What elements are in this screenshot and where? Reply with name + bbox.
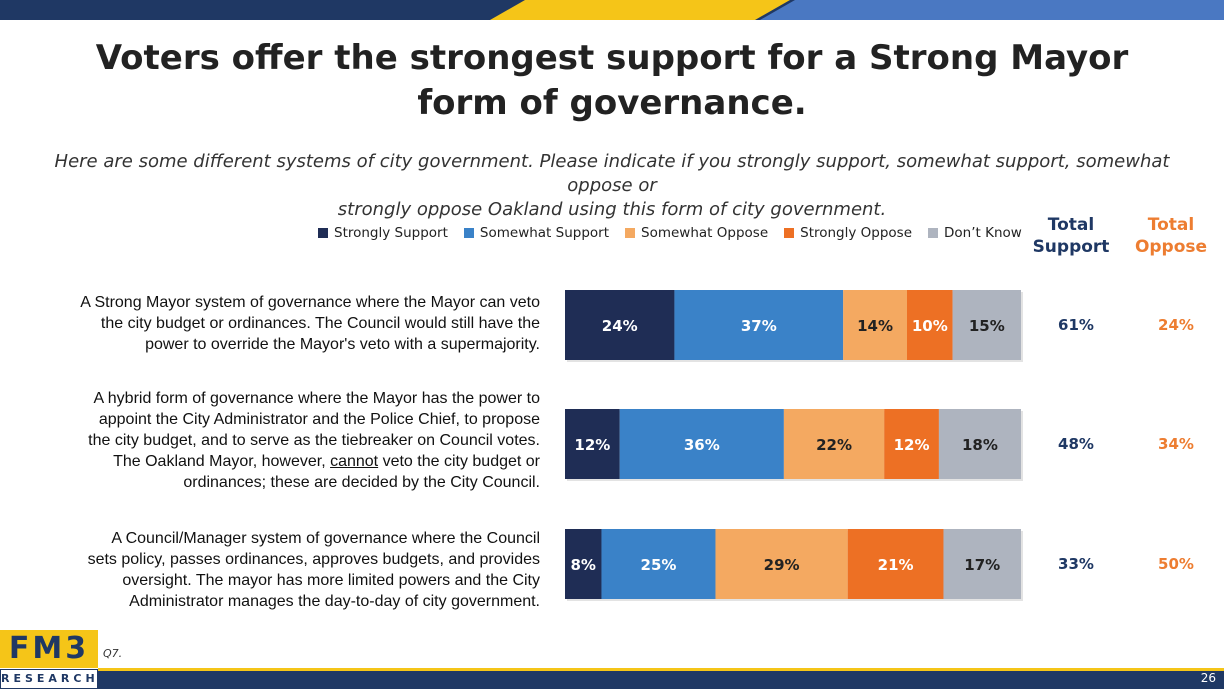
top-banner — [0, 0, 1224, 20]
legend-label: Somewhat Support — [479, 225, 610, 241]
legend-label: Strongly Oppose — [800, 225, 913, 241]
row-label-line: the city budget or ordinances. The Counc… — [100, 315, 540, 332]
bar-segment — [884, 409, 939, 479]
row-label-line: power to override the Mayor's veto with … — [145, 336, 540, 353]
row-label-line: A hybrid form of governance where the Ma… — [93, 390, 540, 407]
question-text-line2: strongly oppose Oakland using this form … — [337, 199, 887, 220]
total-support-header: Total Support — [1016, 214, 1126, 258]
bar-data-label: 25% — [641, 556, 677, 574]
bar-data-label: 14% — [857, 317, 893, 335]
bar-segment — [847, 529, 944, 599]
bar-data-label: 18% — [962, 436, 998, 454]
total-support-header-line1: Total — [1047, 215, 1095, 235]
total-oppose-header-line2: Oppose — [1134, 237, 1208, 257]
bar-data-label: 29% — [764, 556, 800, 574]
row-label-line: oversight. The mayor has more limited po… — [122, 572, 540, 589]
row-label-line: the city budget, and to serve as the tie… — [88, 432, 540, 449]
bar-segment — [952, 290, 1021, 360]
total-oppose-value: 50% — [1158, 555, 1194, 573]
question-reference: Q7. — [103, 647, 123, 660]
bar-segment — [715, 529, 848, 599]
page-title-line2: form of governance. — [417, 83, 807, 123]
bar-data-label: 21% — [878, 556, 914, 574]
bar-data-label: 12% — [574, 436, 610, 454]
page-title-line1: Voters offer the strongest support for a… — [95, 38, 1129, 78]
bar-segment — [601, 529, 716, 599]
bar-data-label: 17% — [964, 556, 1000, 574]
logo-wordmark: FM3 — [0, 630, 98, 668]
legend-label: Strongly Support — [334, 225, 448, 241]
row-label-line: ordinances; these are decided by the Cit… — [183, 474, 540, 491]
total-oppose-value: 24% — [1158, 316, 1194, 334]
bar-data-label: 12% — [894, 436, 930, 454]
row-label-line: A Strong Mayor system of governance wher… — [80, 294, 540, 311]
row-label-line: Administrator manages the day-to-day of … — [129, 593, 540, 610]
question-text-line1: Here are some different systems of city … — [54, 151, 1170, 196]
legend-swatch — [625, 228, 636, 238]
legend-item-somewhat-oppose: Somewhat Oppose — [625, 225, 768, 241]
row-label-line-underline: The Oakland Mayor, however, cannot veto … — [113, 453, 540, 470]
bar-data-label: 37% — [741, 317, 777, 335]
legend-item-somewhat-support: Somewhat Support — [463, 225, 610, 241]
legend-item-strongly-oppose: Strongly Oppose — [784, 225, 912, 241]
bottom-banner — [98, 668, 1224, 689]
bar-segment — [783, 409, 885, 479]
row-label-line: sets policy, passes ordinances, approves… — [87, 551, 540, 568]
bar-segment — [565, 290, 675, 360]
chart-legend: Strongly Support Somewhat Support Somewh… — [318, 225, 1022, 241]
bar-data-label: 10% — [912, 317, 948, 335]
row-label-council-manager: A Council/Manager system of governance w… — [20, 528, 540, 612]
page-number: 26 — [1200, 671, 1216, 685]
page-title: Voters offer the strongest support for a… — [60, 36, 1164, 126]
total-support-header-line2: Support — [1032, 237, 1110, 257]
bar-segment — [565, 409, 620, 479]
row-label-strong-mayor: A Strong Mayor system of governance wher… — [20, 292, 540, 355]
bar-segment — [674, 290, 844, 360]
row-label-line: A Council/Manager system of governance w… — [111, 530, 540, 547]
legend-swatch — [463, 228, 474, 238]
row-label-line: appoint the City Administrator and the P… — [98, 411, 540, 428]
question-text: Here are some different systems of city … — [20, 150, 1204, 222]
bar-data-label: 8% — [571, 556, 596, 574]
bar-segment — [943, 529, 1021, 599]
bar-data-label: 24% — [602, 317, 638, 335]
total-support-value: 33% — [1058, 555, 1094, 573]
bar-segment — [565, 529, 602, 599]
total-support-value: 48% — [1058, 435, 1094, 453]
bar-segment — [907, 290, 953, 360]
legend-swatch — [928, 228, 939, 238]
total-oppose-header-line1: Total — [1147, 215, 1195, 235]
bar-segment — [843, 290, 907, 360]
bar-segment — [619, 409, 784, 479]
bar-data-label: 36% — [684, 436, 720, 454]
legend-item-dont-know: Don’t Know — [928, 225, 1022, 241]
logo-subtext: RESEARCH — [0, 669, 98, 689]
total-support-value: 61% — [1058, 316, 1094, 334]
bar-data-label: 22% — [816, 436, 852, 454]
legend-swatch — [318, 228, 328, 238]
legend-item-strongly-support: Strongly Support — [318, 225, 448, 241]
bar-segment — [938, 409, 1021, 479]
bar-data-label: 15% — [969, 317, 1005, 335]
total-oppose-header: Total Oppose — [1116, 214, 1224, 258]
legend-swatch — [784, 228, 795, 238]
row-label-hybrid: A hybrid form of governance where the Ma… — [20, 388, 540, 493]
legend-label: Somewhat Oppose — [641, 225, 769, 241]
fm3-logo: FM3 RESEARCH — [0, 630, 98, 689]
legend-label: Don’t Know — [944, 225, 1022, 241]
emphasis-cannot: cannot — [330, 453, 379, 470]
total-oppose-value: 34% — [1158, 435, 1194, 453]
